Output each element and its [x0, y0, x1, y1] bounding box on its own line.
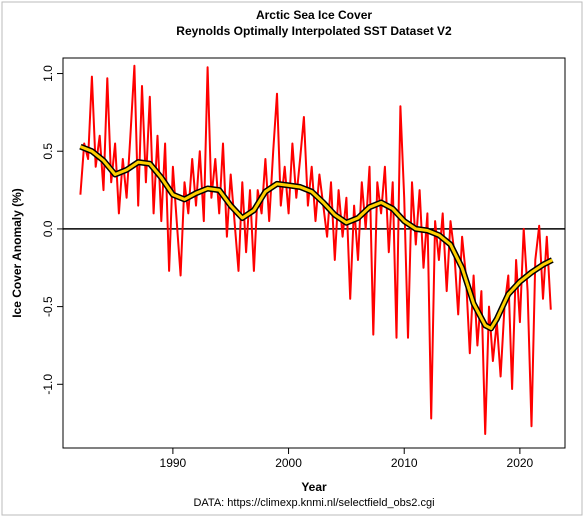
x-tick-label: 1990: [160, 456, 187, 470]
y-axis-label: Ice Cover Anomaly (%): [10, 188, 24, 318]
chart-subtitle: Reynolds Optimally Interpolated SST Data…: [176, 24, 452, 38]
x-tick-label: 2000: [275, 456, 302, 470]
x-tick-label: 2010: [391, 456, 418, 470]
y-tick-label: -1.0: [41, 374, 55, 395]
source-note: DATA: https://climexp.knmi.nl/selectfiel…: [193, 497, 434, 509]
trend-line: [79, 145, 553, 330]
plot-frame: [62, 57, 566, 449]
y-tick-label: 1.0: [41, 65, 55, 82]
x-tick-label: 2020: [507, 456, 534, 470]
y-tick-label: -0.5: [41, 296, 55, 317]
chart-title: Arctic Sea Ice Cover: [256, 8, 372, 22]
frame: [1, 1, 583, 516]
x-axis-label: Year: [301, 480, 327, 494]
y-tick-label: 0.0: [41, 220, 55, 237]
y-tick-label: 0.5: [41, 143, 55, 160]
